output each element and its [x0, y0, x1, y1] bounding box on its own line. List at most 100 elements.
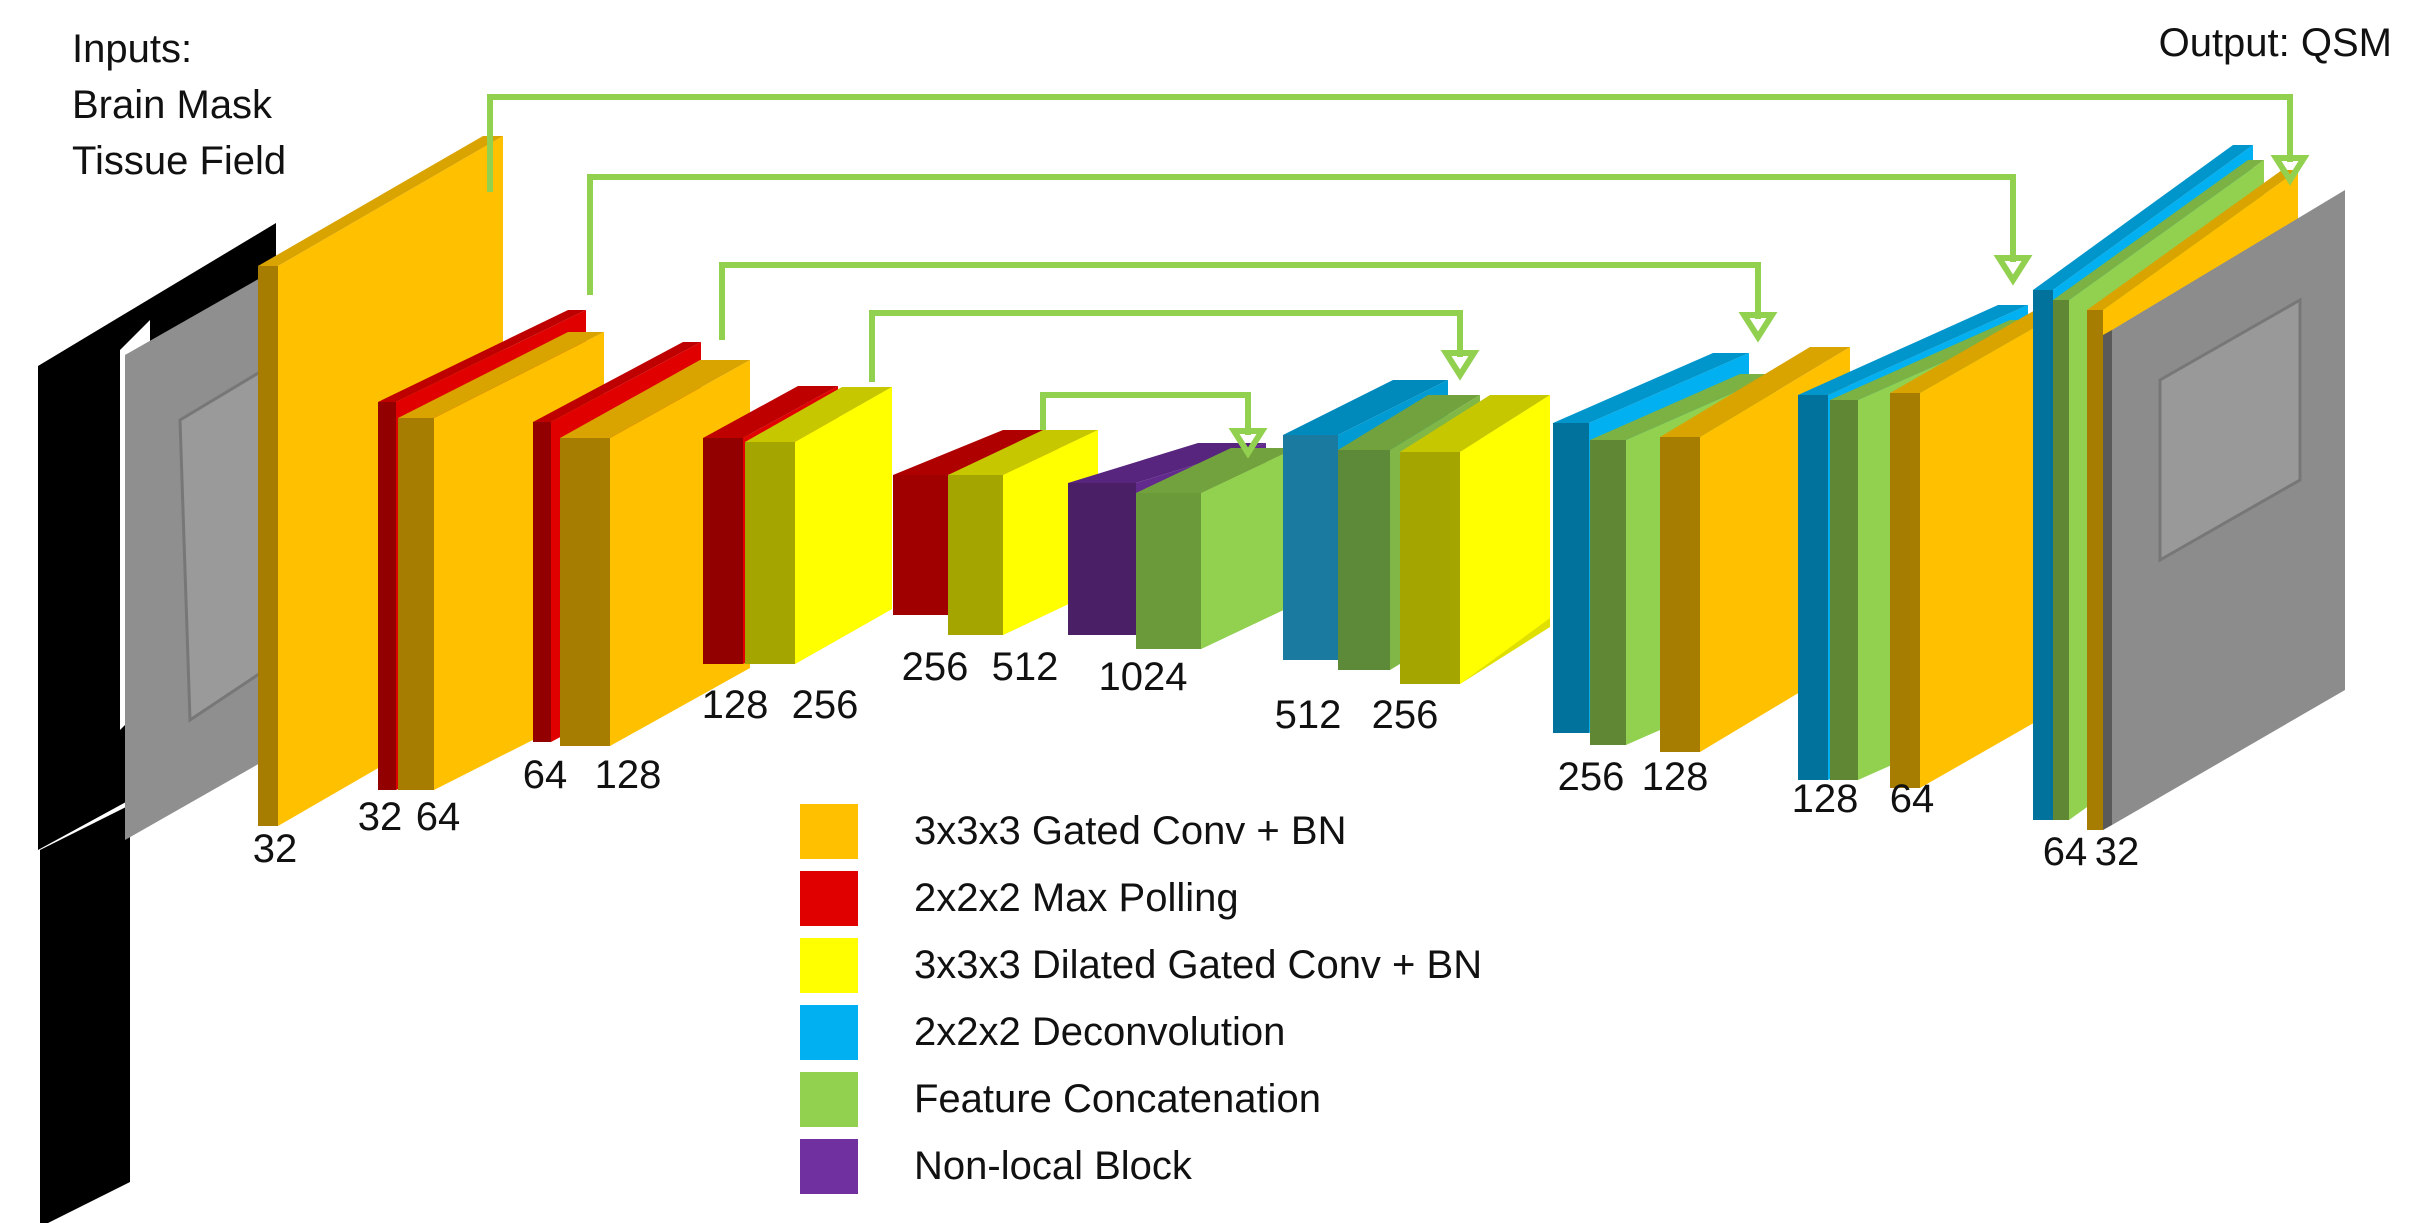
- dec-deconv-512-front: [1283, 435, 1338, 660]
- legend-swatch-concat: [800, 1072, 858, 1127]
- skip-line-0: [487, 94, 2293, 192]
- skip-arrowhead-3: [1440, 350, 1480, 381]
- enc-pool-2-edge: [533, 422, 551, 742]
- legend-label: Non-local Block: [914, 1144, 1192, 1188]
- skip-arrowhead-2: [1738, 312, 1778, 343]
- skip-arrowhead-4: [1228, 428, 1268, 459]
- channel-label: 512: [992, 645, 1059, 689]
- enc-dilated-512-top: [948, 430, 1098, 475]
- brain-mask-image: [40, 805, 130, 1223]
- dec-deconv-512-top: [1283, 380, 1448, 435]
- enc-dilated-256a-front: [745, 442, 795, 664]
- channel-label: 256: [902, 645, 969, 689]
- dec-gated-32-edge: [2087, 310, 2103, 830]
- dec-gated-128-top: [1660, 347, 1850, 437]
- bottleneck-non-local-front: [1068, 483, 1136, 635]
- enc-pool-2-top: [533, 342, 701, 422]
- dec-gated-64-edge: [1890, 393, 1920, 788]
- channel-label: 256: [1372, 693, 1439, 737]
- enc-pool-4-top: [893, 430, 1058, 475]
- dec-concat-64-top: [2053, 160, 2264, 300]
- enc-block-32-edge: [258, 266, 278, 826]
- channel-label: 64: [1890, 777, 1935, 821]
- output-volume: [2103, 190, 2345, 830]
- dec-deconv-64-edge: [2033, 290, 2053, 820]
- enc-dilated-256a-top: [745, 387, 892, 442]
- dec-concat-64-edge: [2053, 300, 2069, 820]
- bottleneck-concat-front: [1136, 493, 1201, 649]
- legend-swatch-max-pool: [800, 871, 858, 926]
- channel-label: 256: [1558, 755, 1625, 799]
- legend-item-non-local: Non-local Block: [800, 1133, 1482, 1200]
- skip-line-1: [587, 174, 2016, 295]
- dec-concat-128-edge: [1830, 400, 1858, 780]
- skip-line-4: [1040, 392, 1251, 435]
- legend-item-concat: Feature Concatenation: [800, 1066, 1482, 1133]
- bottleneck-concat-face: [1201, 448, 1296, 649]
- dec-concat-256-edge: [1590, 440, 1626, 745]
- dec-dilated-256-top: [1400, 395, 1550, 452]
- layer-blocks: [38, 136, 2345, 1223]
- enc-dilated-256-face: [795, 387, 892, 664]
- dec-deconv-128-top: [1798, 305, 2028, 395]
- legend-swatch-deconv: [800, 1005, 858, 1060]
- channel-label: 32: [358, 795, 403, 839]
- dec-deconv-256-top: [1553, 353, 1749, 423]
- qsm-edge: [2103, 330, 2112, 830]
- skip-line-3: [869, 310, 1463, 382]
- channel-label: 128: [595, 753, 662, 797]
- channel-label: 256: [792, 683, 859, 727]
- qsm-texture: [2158, 297, 2302, 563]
- dec-deconv-128-edge: [1798, 395, 1828, 780]
- dec-concat-512-front: [1338, 450, 1390, 670]
- enc-pool-4-front: [893, 475, 948, 615]
- channel-label: 64: [523, 753, 568, 797]
- legend-item-dilated-conv: 3x3x3 Dilated Gated Conv + BN: [800, 932, 1482, 999]
- legend-label: Feature Concatenation: [914, 1077, 1321, 1121]
- enc-block-64-top: [398, 332, 604, 418]
- dec-concat-512-top: [1338, 395, 1480, 450]
- dec-deconv-256-edge: [1553, 423, 1589, 733]
- channel-label: 128: [1642, 755, 1709, 799]
- output-label: Output: QSM: [2159, 21, 2392, 65]
- dec-deconv-64-top: [2033, 145, 2253, 290]
- enc-pool-1-top: [378, 310, 586, 402]
- legend-swatch-gated-conv: [800, 804, 858, 859]
- legend-label: 3x3x3 Dilated Gated Conv + BN: [914, 943, 1483, 987]
- channel-label: 32: [2095, 830, 2140, 874]
- legend-item-gated-conv: 3x3x3 Gated Conv + BN: [800, 798, 1482, 865]
- enc-dilated-512-front: [948, 475, 1003, 635]
- channel-label: 128: [1792, 777, 1859, 821]
- enc-block-128-edge: [560, 438, 610, 746]
- enc-pool-3-top: [703, 386, 838, 438]
- channel-label: 64: [2043, 830, 2088, 874]
- enc-pool-1-edge: [378, 402, 396, 790]
- enc-block-128-top: [560, 360, 750, 438]
- legend-item-deconv: 2x2x2 Deconvolution: [800, 999, 1482, 1066]
- dec-dilated-256-front: [1400, 452, 1460, 684]
- inputs-heading: Inputs:: [72, 27, 192, 71]
- bottleneck-concat-top: [1136, 448, 1296, 493]
- legend-label: 2x2x2 Deconvolution: [914, 1010, 1286, 1054]
- legend: 3x3x3 Gated Conv + BN 2x2x2 Max Polling …: [800, 798, 1482, 1200]
- channel-label: 64: [416, 795, 461, 839]
- legend-swatch-non-local: [800, 1139, 858, 1194]
- dec-dilated-256-face: [1460, 395, 1550, 684]
- legend-item-max-pool: 2x2x2 Max Polling: [800, 865, 1482, 932]
- dec-gated-128-edge: [1660, 437, 1700, 752]
- input-brain-mask: Brain Mask: [72, 83, 273, 127]
- enc-block-32-top: [258, 136, 503, 266]
- legend-label: 3x3x3 Gated Conv + BN: [914, 809, 1347, 853]
- dec-concat-256-top: [1590, 374, 1776, 440]
- channel-label: 32: [253, 827, 298, 871]
- legend-label: 2x2x2 Max Polling: [914, 876, 1239, 920]
- dec-gated-32-top: [2087, 170, 2298, 310]
- skip-arrowhead-1: [1993, 255, 2033, 286]
- bottleneck-non-local-top: [1068, 443, 1266, 483]
- input-tissue-field: Tissue Field: [72, 139, 286, 183]
- channel-label: 128: [702, 683, 769, 727]
- skip-line-2: [719, 262, 1761, 340]
